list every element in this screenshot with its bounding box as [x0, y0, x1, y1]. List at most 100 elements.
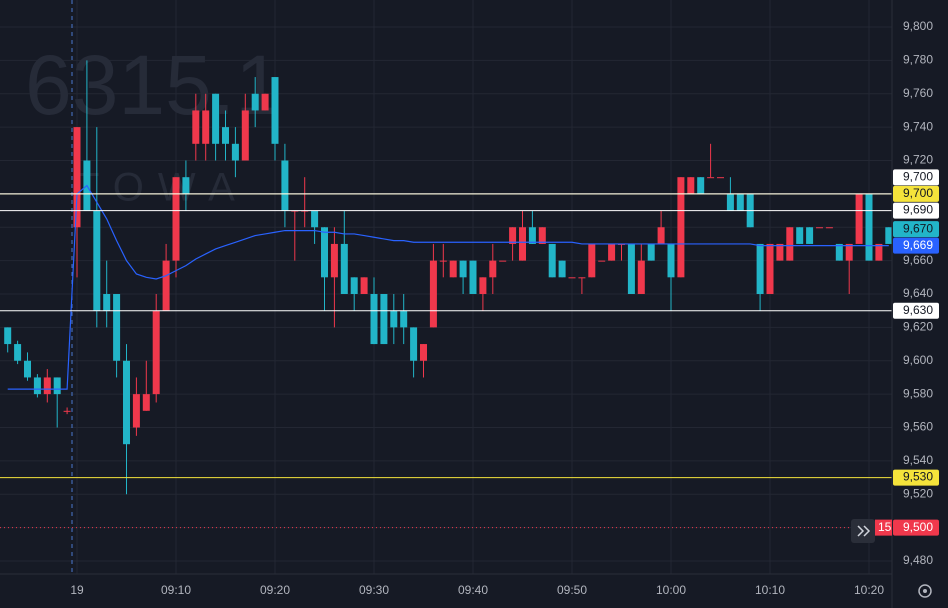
- candle-body: [459, 260, 467, 278]
- candle-body: [875, 243, 883, 261]
- y-tick-label: 9,580: [903, 386, 933, 400]
- price-label: 9,690: [903, 203, 933, 217]
- candle-body: [657, 227, 665, 244]
- candle-body: [113, 294, 121, 361]
- candle-body: [519, 227, 526, 261]
- price-label-box: [893, 221, 939, 238]
- candle-body: [241, 110, 249, 161]
- candle-body: [806, 227, 814, 244]
- price-label: 9,500: [903, 520, 933, 534]
- y-tick-label: 9,720: [903, 153, 933, 167]
- candle-body: [598, 260, 606, 262]
- price-label: 9,669: [903, 238, 933, 252]
- candle-body: [380, 294, 388, 345]
- candle-body: [311, 210, 319, 228]
- candle-body: [637, 260, 645, 294]
- candle-body: [410, 327, 418, 361]
- candle-body: [489, 260, 497, 278]
- candle-body: [330, 243, 338, 278]
- y-tick-label: 9,620: [903, 320, 933, 334]
- candle-body: [835, 243, 843, 261]
- candle-body: [667, 243, 675, 278]
- scroll-button[interactable]: [851, 519, 875, 543]
- candle-body: [43, 377, 51, 395]
- candle-body: [231, 143, 239, 161]
- candle-body: [865, 193, 873, 261]
- watermark: 6315.1: [25, 38, 282, 132]
- price-label-box: [893, 237, 939, 254]
- candle-body: [103, 294, 111, 311]
- candle-body: [251, 93, 259, 111]
- candle-body: [390, 310, 398, 328]
- candle-body: [439, 260, 447, 262]
- y-tick-label: 9,520: [903, 486, 933, 500]
- x-tick-label: 09:20: [260, 583, 290, 597]
- vwap-line: [7, 184, 889, 390]
- candle-body: [222, 127, 229, 144]
- watermark-subtitle: TOWA: [75, 166, 249, 210]
- candle-body: [370, 294, 378, 345]
- candle-body: [717, 177, 724, 179]
- x-tick-label: 10:20: [854, 583, 884, 597]
- price-label: 9,700: [903, 186, 933, 200]
- price-label-box: [893, 302, 939, 319]
- candle-body: [726, 193, 734, 211]
- candle-body: [123, 360, 130, 445]
- countdown-box: [875, 519, 892, 536]
- candle-body: [340, 243, 348, 294]
- candle-body: [321, 227, 328, 278]
- y-tick-label: 9,660: [903, 253, 933, 267]
- price-label-box: [893, 169, 939, 186]
- candle-body: [627, 243, 635, 294]
- candle-body: [152, 310, 160, 395]
- candle-body: [261, 93, 269, 111]
- y-axis-labels: 9,480 9,500 9,520 9,540 9,560 9,580 9,600 9,620…: [70, 19, 933, 597]
- candle-body: [202, 110, 210, 144]
- price-labels: 9,700 9,700 9,690 9,670 9,669 9,630 9,530 9,500…: [875, 169, 939, 536]
- candle-body: [786, 227, 794, 261]
- settings-icon[interactable]: [918, 584, 932, 598]
- x-tick-label: 10:10: [755, 583, 785, 597]
- candle-body: [63, 410, 71, 412]
- y-tick-label: 9,480: [903, 553, 933, 567]
- candle-body: [479, 277, 487, 294]
- candle-body: [53, 377, 61, 395]
- candle-body: [14, 344, 22, 361]
- candle-body: [24, 360, 31, 378]
- price-label-box: [893, 469, 939, 486]
- y-tick-label: 9,560: [903, 420, 933, 434]
- plot: [0, 60, 893, 529]
- candle-body: [420, 344, 427, 361]
- candle-body: [142, 394, 150, 411]
- y-tick-label: 9,740: [903, 119, 933, 133]
- candle-body: [796, 227, 804, 244]
- candle-body: [588, 243, 596, 278]
- candle-body: [845, 243, 853, 261]
- candle-body: [93, 210, 101, 311]
- candle-body: [192, 110, 200, 144]
- candle-body: [568, 277, 576, 279]
- candle-body: [469, 260, 477, 294]
- candle-body: [736, 193, 744, 211]
- y-tick-label: 9,600: [903, 353, 933, 367]
- price-label: 9,530: [903, 470, 933, 484]
- candle-body: [132, 394, 140, 428]
- candle-body: [400, 310, 408, 328]
- y-tick-label: 9,800: [903, 19, 933, 33]
- y-tick-label: 9,760: [903, 86, 933, 100]
- candle-body: [558, 260, 566, 278]
- candle-body: [548, 243, 556, 278]
- candle-body: [162, 260, 170, 311]
- candle-body: [281, 160, 289, 211]
- candle-body: [885, 227, 893, 244]
- x-tick-label: 09:40: [458, 583, 488, 597]
- y-tick-label: 9,780: [903, 53, 933, 67]
- candle-body: [776, 243, 784, 261]
- y-tick-label: 9,540: [903, 453, 933, 467]
- candle-body: [816, 227, 823, 229]
- y-tick-label: 9,640: [903, 286, 933, 300]
- candle-body: [212, 93, 220, 144]
- price-label-box: [893, 185, 939, 202]
- candle-body: [271, 77, 279, 144]
